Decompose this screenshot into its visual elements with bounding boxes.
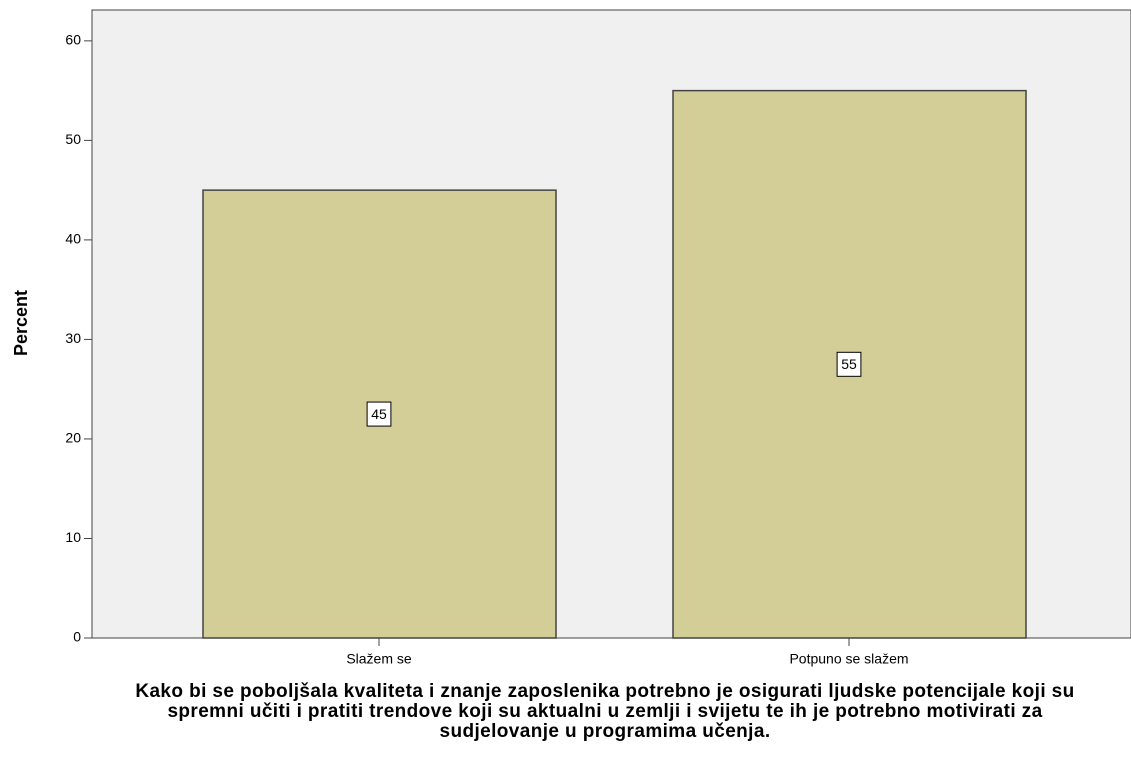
y-tick-label: 0	[73, 629, 81, 645]
y-tick-label: 20	[65, 430, 81, 446]
data-label-box	[836, 351, 862, 377]
x-tick-label: Potpuno se slažem	[789, 651, 908, 667]
data-label: 55	[841, 356, 857, 372]
x-tick-label: Slažem se	[346, 651, 412, 667]
data-label-box	[366, 401, 392, 427]
y-tick-label: 50	[65, 131, 81, 147]
y-tick-label: 40	[65, 231, 81, 247]
y-tick-label: 60	[65, 32, 81, 48]
y-tick-label: 10	[65, 529, 81, 545]
y-tick-label: 30	[65, 330, 81, 346]
data-label: 45	[371, 406, 387, 422]
y-axis-title: Percent	[11, 290, 31, 356]
x-axis-title: Kako bi se poboljšala kvaliteta i znanje…	[135, 681, 1075, 742]
